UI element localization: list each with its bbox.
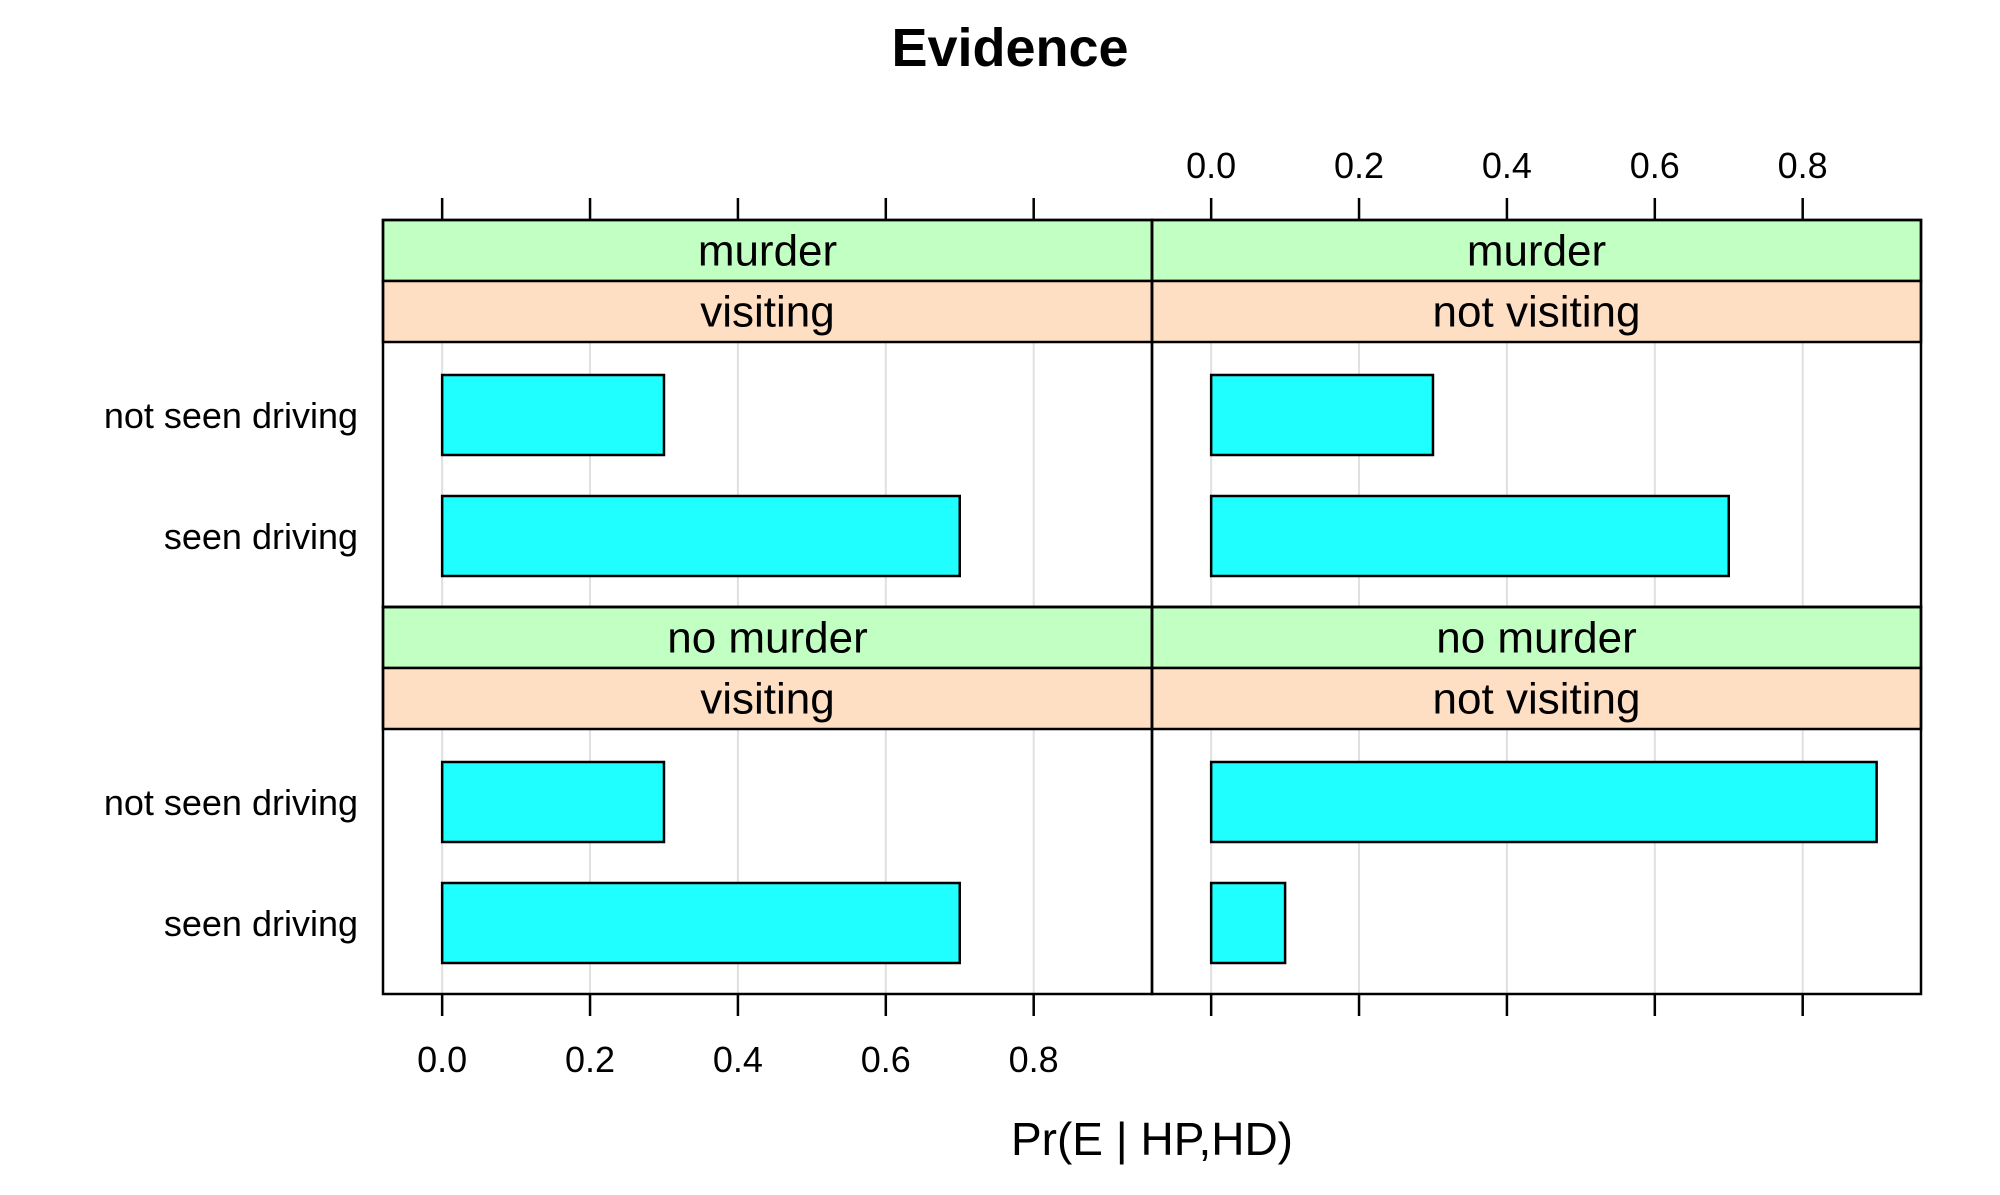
bars bbox=[440, 373, 1878, 965]
strip-inner-label: not visiting bbox=[1433, 675, 1641, 724]
strip-outer-label: no murder bbox=[667, 614, 868, 663]
x-tick-label-top: 0.0 bbox=[1186, 145, 1236, 186]
bar bbox=[440, 760, 666, 844]
strip-inner bbox=[1150, 279, 1923, 344]
x-tick-label-top: 0.2 bbox=[1334, 145, 1384, 186]
strip-inner bbox=[381, 279, 1154, 344]
strip-inner-label: visiting bbox=[700, 288, 835, 337]
x-tick-label-top: 0.6 bbox=[1630, 145, 1680, 186]
bar bbox=[1209, 760, 1878, 844]
strip-inner-label: visiting bbox=[700, 675, 835, 724]
panel-frames bbox=[381, 218, 1923, 996]
bar bbox=[440, 881, 961, 965]
bar bbox=[1209, 881, 1287, 965]
x-tick-label-top: 0.8 bbox=[1778, 145, 1828, 186]
category-label: seen driving bbox=[164, 903, 358, 944]
axes: 0.0 0.0 0.2 0.2 0.4 0.4 0.6 0.6 0.8 0.8 bbox=[417, 145, 1828, 1080]
category-labels: not seen driving seen driving not seen dri… bbox=[104, 395, 358, 944]
x-tick-label-bottom: 0.4 bbox=[713, 1039, 763, 1080]
x-tick-label-bottom: 0.0 bbox=[417, 1039, 467, 1080]
x-tick-label-bottom: 0.2 bbox=[565, 1039, 615, 1080]
strip-inner-label: not visiting bbox=[1433, 288, 1641, 337]
chart-title: Evidence bbox=[891, 18, 1128, 78]
strip-outer-label: murder bbox=[1467, 227, 1606, 276]
x-tick-label-bottom: 0.6 bbox=[861, 1039, 911, 1080]
x-tick-label-top: 0.4 bbox=[1482, 145, 1532, 186]
category-label: not seen driving bbox=[104, 782, 358, 823]
bar bbox=[1209, 373, 1435, 457]
panel-frame bbox=[1150, 605, 1923, 996]
strips: murder visiting murder not visiting no murde… bbox=[381, 218, 1923, 731]
x-axis-title: Pr(E | HP,HD) bbox=[1011, 1113, 1293, 1165]
category-label: seen driving bbox=[164, 516, 358, 557]
bar bbox=[440, 494, 961, 578]
bar bbox=[440, 373, 666, 457]
strip-outer-label: murder bbox=[698, 227, 837, 276]
strip-outer-label: no murder bbox=[1436, 614, 1637, 663]
x-tick-label-bottom: 0.8 bbox=[1009, 1039, 1059, 1080]
bar bbox=[1209, 494, 1730, 578]
category-label: not seen driving bbox=[104, 395, 358, 436]
